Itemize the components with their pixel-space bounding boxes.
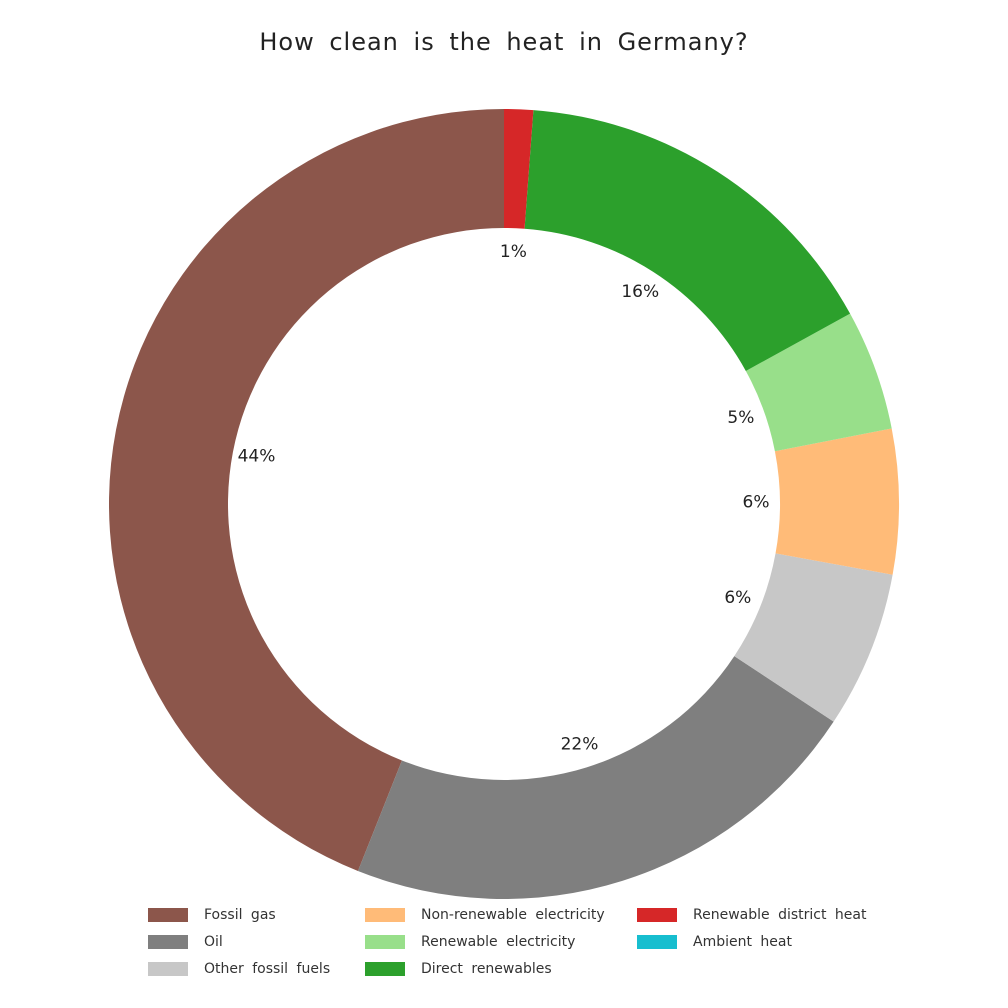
legend-item-fossil-gas: Fossil gas (148, 906, 276, 924)
slice-fossil-gas (108, 109, 504, 872)
data-label-renewable-electricity: 5% (727, 408, 754, 428)
legend-label: Non-renewable electricity (421, 907, 605, 923)
legend: Fossil gas Oil Other fossil fuels Non-renew… (148, 906, 908, 990)
legend-item-ambient-heat: Ambient heat (637, 933, 792, 951)
legend-item-renewable-district-heat: Renewable district heat (637, 906, 866, 924)
slice-other-fossil-fuels (734, 553, 893, 722)
legend-item-other-fossil-fuels: Other fossil fuels (148, 960, 330, 978)
legend-item-renewable-electricity: Renewable electricity (365, 933, 575, 951)
slice-oil (357, 656, 834, 899)
legend-swatch (365, 908, 405, 922)
legend-label: Renewable district heat (693, 907, 867, 923)
data-label-fossil-gas: 44% (238, 447, 276, 467)
legend-swatch (637, 908, 677, 922)
data-label-oil: 22% (561, 734, 599, 754)
data-label-direct-renewables: 16% (621, 282, 659, 302)
legend-swatch (365, 962, 405, 976)
donut-chart: 44% 22% 6% 6% 5% 16% 1% (108, 109, 900, 899)
legend-swatch (365, 935, 405, 949)
legend-swatch (148, 962, 188, 976)
data-label-non-renewable-electricity: 6% (743, 492, 770, 512)
legend-label: Renewable electricity (421, 934, 576, 950)
data-label-renewable-district-heat: 1% (500, 242, 527, 262)
slice-renewable-electricity (745, 313, 892, 452)
legend-swatch (637, 935, 677, 949)
legend-label: Fossil gas (204, 907, 276, 923)
slices-group (108, 109, 900, 899)
legend-swatch (148, 935, 188, 949)
legend-label: Oil (204, 934, 223, 950)
data-label-other-fossil-fuels: 6% (724, 588, 751, 608)
legend-label: Direct renewables (421, 961, 552, 977)
legend-label: Ambient heat (693, 934, 792, 950)
legend-item-oil: Oil (148, 933, 223, 951)
legend-swatch (148, 908, 188, 922)
chart-title: How clean is the heat in Germany? (259, 28, 749, 56)
legend-label: Other fossil fuels (204, 961, 331, 977)
legend-item-non-renewable-electricity: Non-renewable electricity (365, 906, 605, 924)
slice-renewable-district-heat (504, 109, 534, 229)
labels-group: 44% 22% 6% 6% 5% 16% 1% (238, 242, 770, 754)
slice-direct-renewables (524, 110, 851, 371)
legend-item-direct-renewables: Direct renewables (365, 960, 552, 978)
slice-non-renewable-electricity (774, 428, 900, 575)
